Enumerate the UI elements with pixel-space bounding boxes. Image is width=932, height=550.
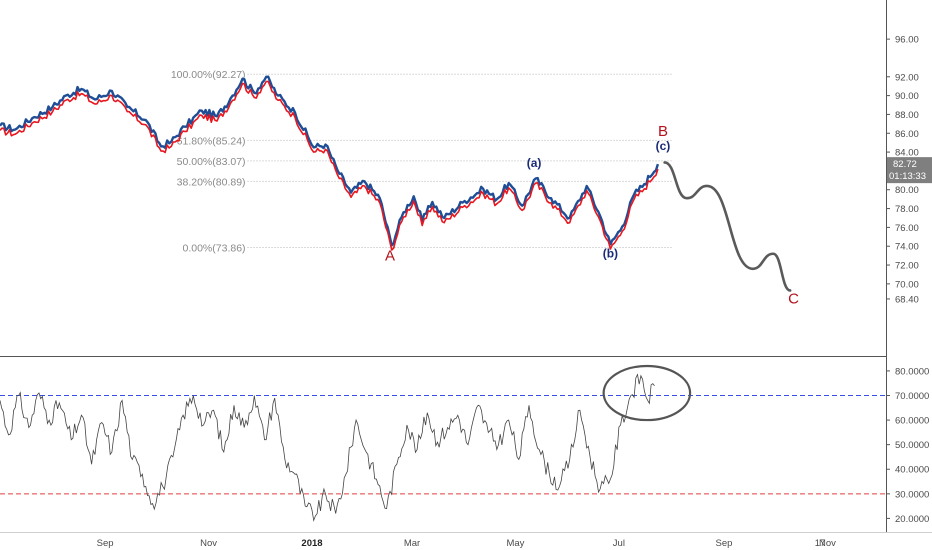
wave-label: (a) xyxy=(527,156,542,170)
wave-label: C xyxy=(788,291,799,308)
projection-path xyxy=(663,161,792,292)
oscillator-axis-tick-label: 30.0000 xyxy=(895,489,929,500)
price-axis-tick-label: 86.00 xyxy=(895,129,919,140)
oscillator-axis-tick-label: 40.0000 xyxy=(895,465,929,476)
oscillator-axis-tick-label: 80.0000 xyxy=(895,366,929,377)
price-series-red xyxy=(0,80,659,251)
fibonacci-levels: 100.00%(92.27) 61.80%(85.24) 50.00%(83.07)… xyxy=(171,69,672,255)
time-axis-tick-label: May xyxy=(506,538,524,549)
time-axis-tick-label: Sep xyxy=(716,538,733,549)
oscillator-panel[interactable] xyxy=(0,364,886,522)
wave-label: (b) xyxy=(603,247,618,261)
oscillator-axis-tick-label: 70.0000 xyxy=(895,391,929,402)
time-axis-tick-label: Mar xyxy=(404,538,420,549)
price-axis-tick-label: 74.00 xyxy=(895,242,919,253)
price-panel[interactable]: 100.00%(92.27) 61.80%(85.24) 50.00%(83.07)… xyxy=(0,69,799,308)
wave-label: (c) xyxy=(656,139,671,153)
oscillator-reference-lines xyxy=(0,394,886,495)
oscillator-axis-tick-label: 60.0000 xyxy=(895,416,929,427)
price-axis-tick-label: 78.00 xyxy=(895,204,919,215)
fib-level-label: 50.00%(83.07) xyxy=(177,156,246,168)
price-series xyxy=(0,75,792,292)
fib-level-label: 61.80%(85.24) xyxy=(177,135,246,147)
fib-level-label: 100.00%(92.27) xyxy=(171,69,246,81)
fib-level-label: 0.00%(73.86) xyxy=(183,243,246,255)
oscillator-axis-tick-label: 20.0000 xyxy=(895,514,929,525)
last-price-value: 82.72 xyxy=(893,159,917,170)
time-axis-tick-label: Jul xyxy=(613,538,625,549)
wave-labels: A B C (a) (b) (c) xyxy=(385,123,799,308)
time-axis-tick-label: 17 xyxy=(815,538,826,549)
time-axis-tick-label: Nov xyxy=(200,538,217,549)
price-axis-tick-label: 96.00 xyxy=(895,35,919,46)
price-axis-tick-label: 68.40 xyxy=(895,294,919,305)
price-axis-tick-label: 84.00 xyxy=(895,148,919,159)
price-axis[interactable]: 96.0092.0090.0088.0086.0084.0082.0080.00… xyxy=(886,35,919,306)
time-axis-tick-label: Nov xyxy=(819,538,836,549)
last-price-time: 01:13:33 xyxy=(889,171,926,182)
wave-label: A xyxy=(385,247,395,264)
annotation-ellipse xyxy=(602,364,692,422)
oscillator-line xyxy=(0,373,655,522)
price-axis-tick-label: 76.00 xyxy=(895,223,919,234)
last-price-badge-bg xyxy=(887,157,932,184)
price-axis-tick-label: 80.00 xyxy=(895,185,919,196)
price-axis-tick-label: 70.00 xyxy=(895,279,919,290)
oscillator-axis[interactable]: 80.0000 70.0000 60.0000 50.0000 40.0000 30.00… xyxy=(886,366,929,525)
time-axis-tick-label: Sep xyxy=(97,538,114,549)
price-axis-tick-label: 72.00 xyxy=(895,261,919,272)
price-series-blue xyxy=(0,75,660,247)
price-axis-tick-label: 88.00 xyxy=(895,110,919,121)
oscillator-axis-tick-label: 50.0000 xyxy=(895,440,929,451)
wave-label: B xyxy=(658,123,668,140)
time-axis-tick-label: 2018 xyxy=(301,538,322,549)
oscillator-series xyxy=(0,373,655,522)
fib-level-label: 38.20%(80.89) xyxy=(177,176,246,188)
oscillator-annotations xyxy=(602,364,692,422)
price-axis-tick-label: 92.00 xyxy=(895,72,919,83)
price-axis-tick-label: 90.00 xyxy=(895,91,919,102)
